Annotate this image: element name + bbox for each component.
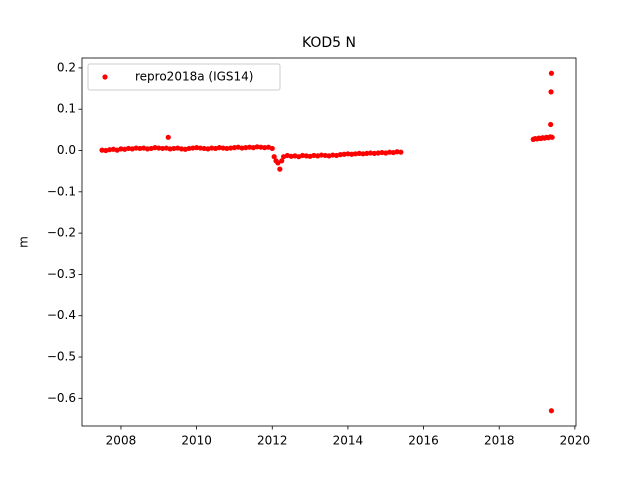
point <box>364 150 370 157</box>
point <box>394 149 400 155</box>
point <box>271 154 277 160</box>
y-tick-label: −0.3 <box>47 267 76 281</box>
point <box>156 145 162 151</box>
point <box>165 134 171 140</box>
point <box>352 151 359 157</box>
point <box>99 147 105 153</box>
point <box>216 145 222 151</box>
x-tick-label: 2018 <box>484 434 515 448</box>
point <box>118 146 124 152</box>
point <box>224 145 230 152</box>
y-tick-label: 0.0 <box>57 143 76 157</box>
point <box>254 144 260 150</box>
legend-marker <box>102 74 108 80</box>
y-axis-label: m <box>17 236 31 248</box>
point <box>262 145 268 151</box>
chart-title: KOD5 N <box>302 35 356 51</box>
point <box>311 152 317 159</box>
point <box>368 150 374 156</box>
point <box>318 152 325 158</box>
point <box>548 70 555 76</box>
point <box>144 146 151 152</box>
point <box>167 146 173 152</box>
y-tick-label: 0.2 <box>57 60 76 74</box>
point <box>239 145 245 151</box>
legend-box <box>87 63 281 91</box>
y-tick-label: 0.1 <box>57 102 76 116</box>
x-tick-label: 2012 <box>257 434 288 448</box>
y-tick-label: −0.5 <box>47 350 76 364</box>
point <box>549 134 555 140</box>
y-tick-label: −0.6 <box>47 391 76 405</box>
point <box>159 145 166 152</box>
axes-frame <box>81 57 577 427</box>
point <box>201 145 207 152</box>
point <box>190 145 196 151</box>
point <box>371 150 377 157</box>
point <box>269 145 275 152</box>
point <box>243 145 249 151</box>
point <box>345 151 351 157</box>
point <box>379 149 385 156</box>
y-tick-label: −0.1 <box>47 184 76 198</box>
point <box>220 145 226 151</box>
point <box>186 145 192 152</box>
point <box>548 121 554 128</box>
point <box>258 144 264 150</box>
point <box>137 145 143 152</box>
legend-label: repro2018a (IGS14) <box>135 70 253 84</box>
point <box>125 145 132 152</box>
point <box>337 152 343 158</box>
x-tick-label: 2010 <box>181 434 212 448</box>
point <box>341 151 347 157</box>
legend: repro2018a (IGS14) <box>87 63 281 91</box>
point <box>303 153 309 159</box>
point <box>548 89 554 95</box>
x-tick-label: 2008 <box>106 434 137 448</box>
point <box>548 408 555 414</box>
point <box>194 145 200 151</box>
point <box>375 150 381 156</box>
point <box>288 153 294 159</box>
point <box>330 152 336 158</box>
point <box>133 145 139 151</box>
point <box>197 145 203 151</box>
x-tick-label: 2016 <box>408 434 439 448</box>
point <box>360 151 366 157</box>
point <box>209 145 215 151</box>
x-tick-label: 2020 <box>560 434 591 448</box>
point <box>107 147 113 153</box>
point <box>171 145 177 152</box>
point <box>322 152 328 159</box>
x-tick-label: 2014 <box>333 434 364 448</box>
point <box>356 150 362 157</box>
point <box>277 166 283 172</box>
point <box>279 158 285 164</box>
point <box>299 152 306 159</box>
y-tick-label: −0.4 <box>47 308 76 322</box>
point <box>152 145 158 151</box>
point <box>349 151 355 157</box>
point <box>246 144 253 150</box>
plot-area <box>99 70 555 414</box>
point <box>231 145 238 151</box>
point <box>386 149 393 155</box>
point <box>398 149 404 155</box>
point <box>228 145 234 151</box>
y-tick-label: −0.2 <box>47 226 76 240</box>
point <box>178 146 185 152</box>
